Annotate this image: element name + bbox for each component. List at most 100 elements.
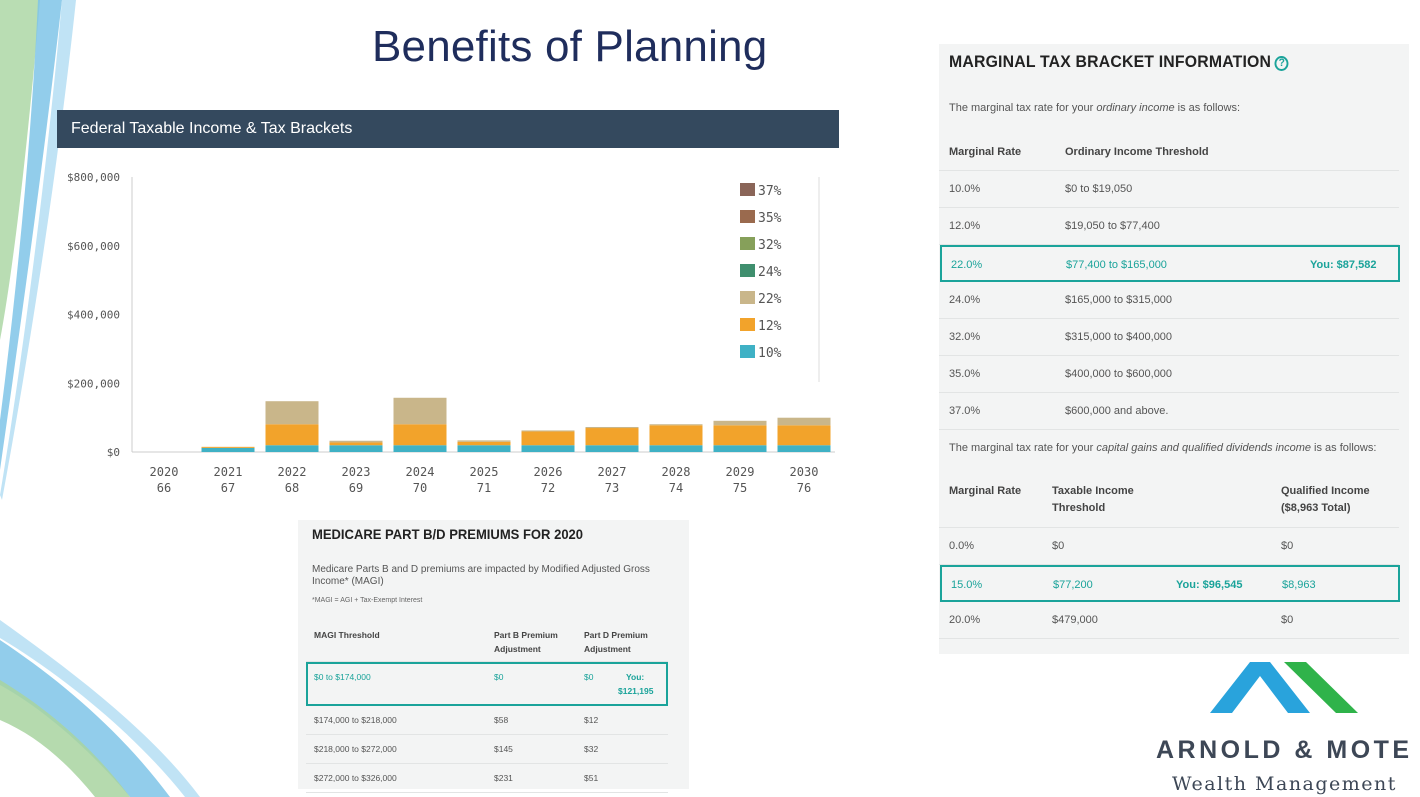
medicare-row: $174,000 to $218,000 $58 $12 [306,706,668,735]
x-tick-age-label: 72 [541,481,555,495]
x-tick-age-label: 68 [285,481,299,495]
bar-segment [265,424,319,446]
cg-intro-em: capital gains and qualified dividends in… [1096,442,1311,454]
legend-label: 22% [758,292,782,307]
ordinary-intro-pre: The marginal tax rate for your [949,102,1097,114]
ordinary-rate: 12.0% [949,220,981,232]
decorative-stripes-bottom [0,620,200,797]
legend-label: 12% [758,319,782,334]
medicare-part-d: $0 [584,672,594,682]
bar-segment [777,425,831,446]
x-tick-label: 2025 [470,465,499,479]
bar-segment [777,417,831,426]
ordinary-rate: 22.0% [951,259,983,271]
header-marginal-rate: Marginal Rate [949,146,1022,158]
legend-swatch [740,237,755,250]
bar-segment [521,445,575,452]
legend-swatch [740,345,755,358]
cg-intro-post: is as follows: [1310,442,1377,454]
legend-label: 35% [758,211,782,226]
cg-you-value: You: $96,545 [1176,579,1243,591]
medicare-threshold: $218,000 to $272,000 [314,744,397,754]
header-part-d-1: Part D Premium [584,630,648,640]
x-tick-age-label: 71 [477,481,491,495]
medicare-threshold: $272,000 to $326,000 [314,773,397,783]
legend-swatch [740,183,755,196]
ordinary-rate: 10.0% [949,183,981,195]
header-magi: MAGI Threshold [314,630,380,640]
medicare-row: $0 to $174,000 $0 $0 You: $121,195 [306,662,668,706]
header-qualified-2: ($8,963 Total) [1281,502,1351,514]
ordinary-threshold: $77,400 to $165,000 [1066,259,1167,271]
bar-segment [713,445,767,452]
cg-row: 15.0% $77,200 You: $96,545 $8,963 [940,565,1400,602]
ordinary-row: 32.0% $315,000 to $400,000 [939,319,1399,356]
medicare-you-label: You: [626,672,645,682]
bar-segment [201,447,255,452]
decorative-stripes-top [0,0,76,500]
y-tick-label: $600,000 [67,240,120,253]
help-icon[interactable]: ? [1274,56,1289,71]
ordinary-threshold: $0 to $19,050 [1065,183,1133,195]
x-tick-label: 2028 [662,465,691,479]
medicare-threshold: $174,000 to $218,000 [314,715,397,725]
x-tick-age-label: 73 [605,481,619,495]
x-tick-age-label: 75 [733,481,747,495]
header-part-b-2: Adjustment [494,644,541,654]
legend-label: 32% [758,238,782,253]
ordinary-threshold: $400,000 to $600,000 [1065,368,1173,380]
medicare-part-b: $231 [494,773,513,783]
marginal-tax-panel: MARGINAL TAX BRACKET INFORMATION? The ma… [939,44,1409,654]
cg-qualified: $0 [1281,614,1294,626]
cg-qualified: $0 [1281,540,1294,552]
ordinary-header-row: Marginal Rate Ordinary Income Threshold [939,134,1399,171]
legend-label: 10% [758,346,782,361]
medicare-row: $272,000 to $326,000 $231 $51 [306,764,668,793]
medicare-threshold: $0 to $174,000 [314,672,371,682]
header-part-d-2: Adjustment [584,644,631,654]
ordinary-you-value: You: $87,582 [1310,259,1377,271]
medicare-part-b: $0 [494,672,504,682]
cg-intro-pre: The marginal tax rate for your [949,442,1097,454]
header-cg-rate: Marginal Rate [949,485,1022,497]
medicare-part-d: $12 [584,715,599,725]
ordinary-intro: The marginal tax rate for your ordinary … [949,102,1240,114]
tax-bracket-chart: $800,000 $600,000 $400,000 $200,000 $0 2020 66… [67,171,835,495]
medicare-part-d: $51 [584,773,599,783]
ordinary-rate: 32.0% [949,331,981,343]
ordinary-row: 22.0% $77,400 to $165,000 You: $87,582 [940,245,1400,282]
bar-segment [393,445,447,452]
legend-swatch [740,264,755,277]
company-logo-icon [1210,662,1358,713]
bar-segment [329,442,383,446]
header-cg-threshold-1: Taxable Income [1052,485,1134,497]
bar-segment [457,445,511,452]
legend-label: 37% [758,184,782,199]
x-tick-age-label: 70 [413,481,427,495]
medicare-part-b: $58 [494,715,509,725]
legend-swatch [740,291,755,304]
bar-segment [713,420,767,426]
x-tick-label: 2029 [726,465,755,479]
x-tick-label: 2027 [598,465,627,479]
bar-segment [201,446,255,448]
bar-segment [393,424,447,446]
cg-threshold: $0 [1052,540,1065,552]
bar-segment [457,440,511,442]
ordinary-rate: 35.0% [949,368,981,380]
bar-segment [777,445,831,452]
ordinary-rate: 37.0% [949,405,981,417]
slide-title: Benefits of Planning [372,22,768,71]
bar-segment [457,441,511,446]
cg-rate: 15.0% [951,579,983,591]
header-qualified-1: Qualified Income [1281,485,1370,497]
cg-threshold: $77,200 [1053,579,1093,591]
header-cg-threshold-2: Threshold [1052,502,1106,514]
tax-panel-title-text: MARGINAL TAX BRACKET INFORMATION [949,52,1272,71]
medicare-part-d: $32 [584,744,599,754]
bar-segment [585,445,639,452]
x-tick-age-label: 69 [349,481,363,495]
cg-rate: 20.0% [949,614,981,626]
ordinary-threshold: $19,050 to $77,400 [1065,220,1160,232]
ordinary-row: 10.0% $0 to $19,050 [939,171,1399,208]
